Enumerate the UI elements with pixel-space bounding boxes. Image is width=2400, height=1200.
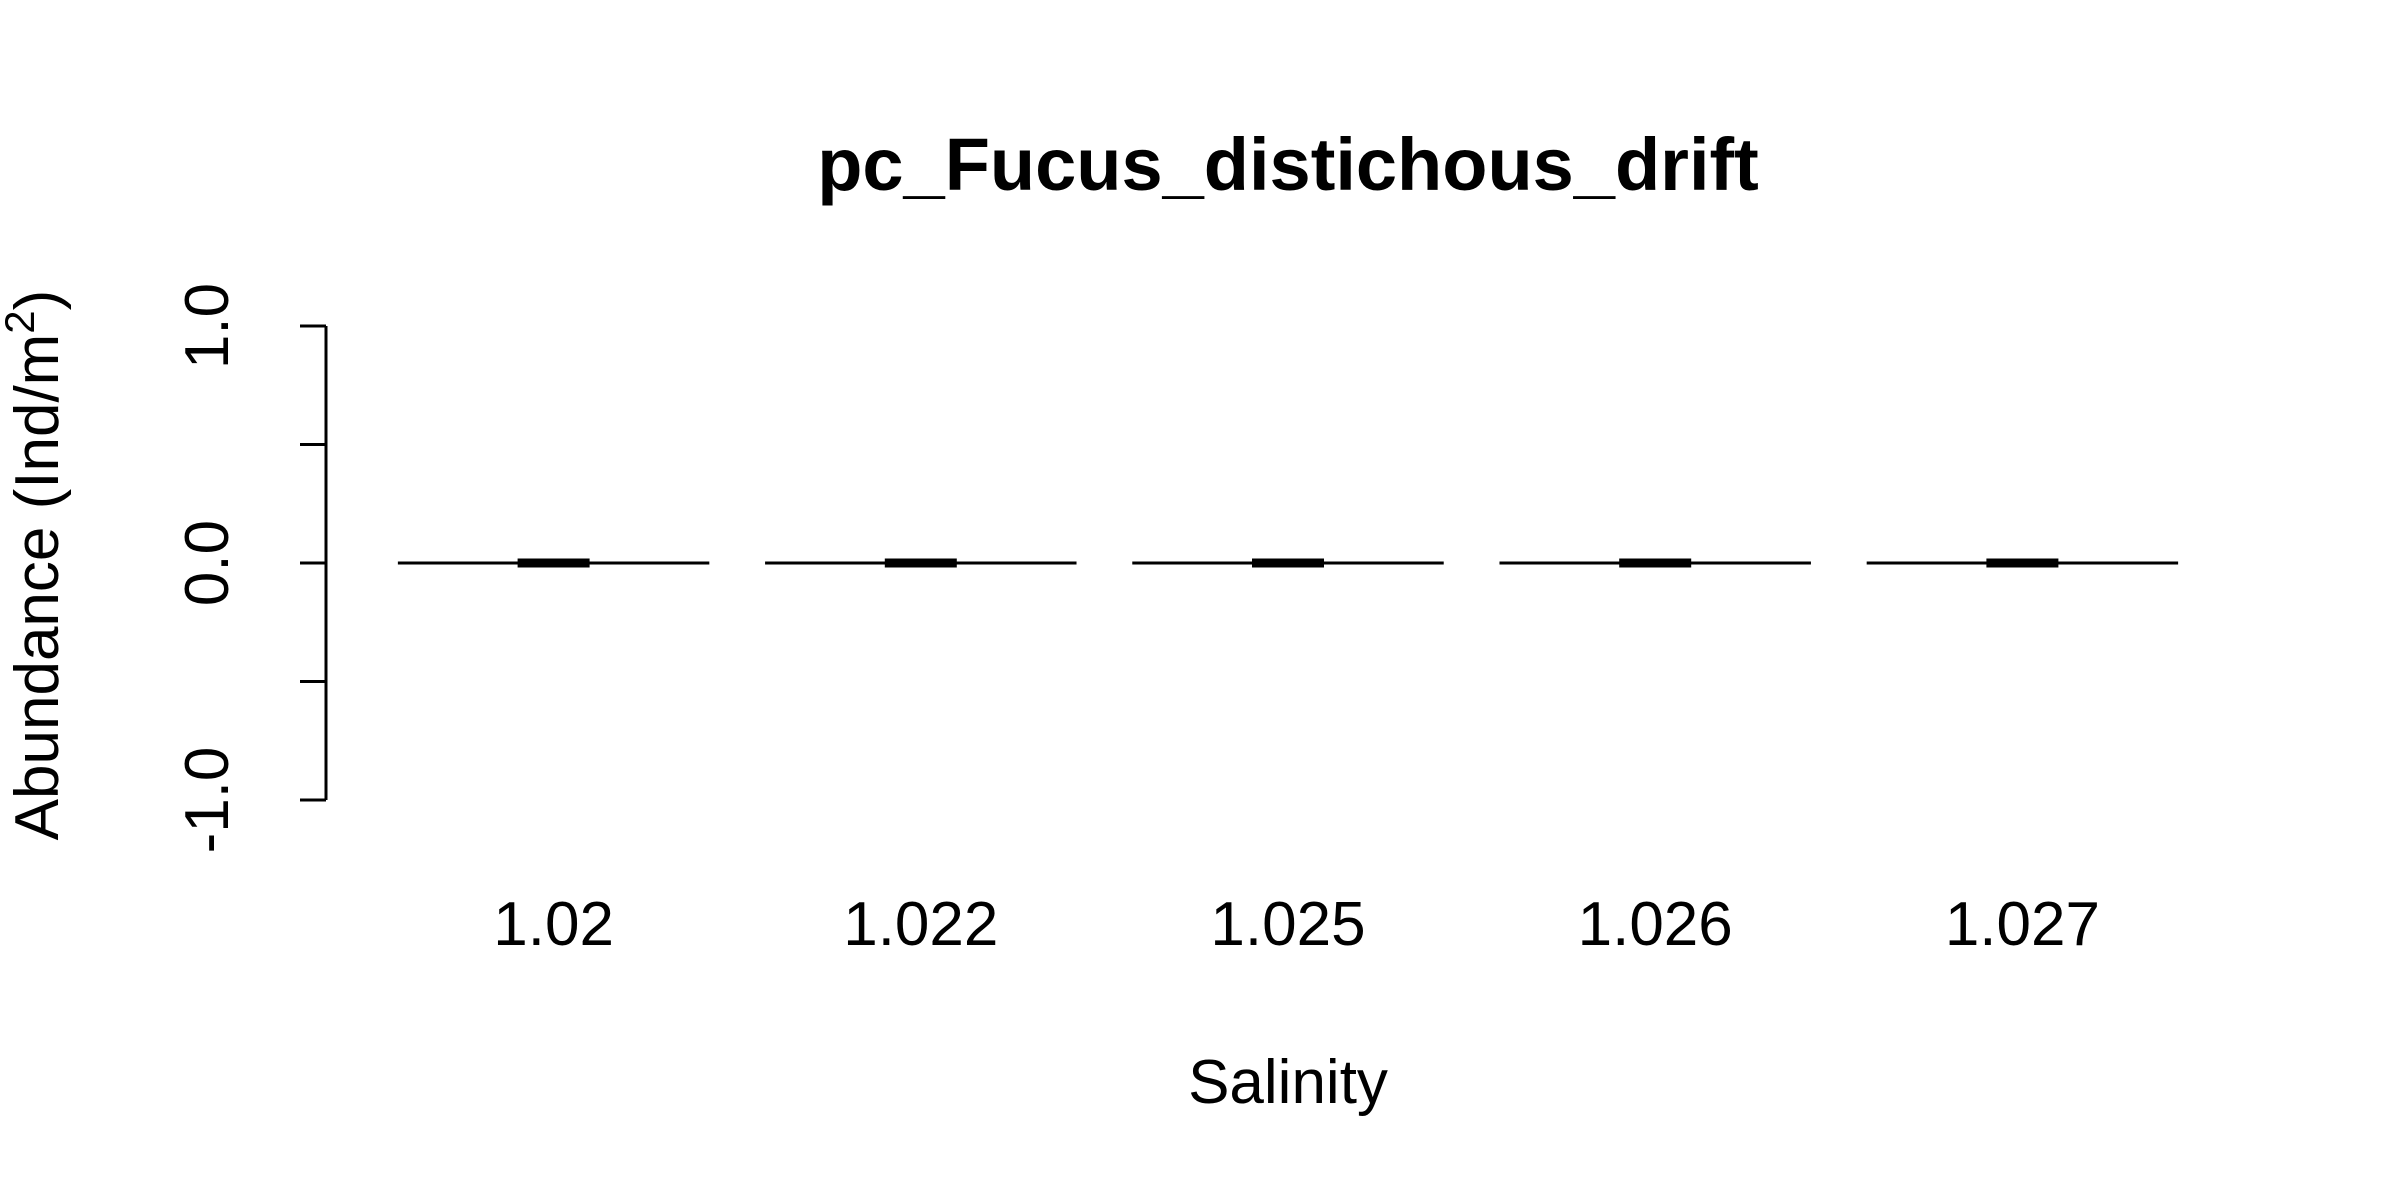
x-tick-label: 1.022 [843,890,998,959]
y-axis-label-superscript: 2 [0,310,43,333]
y-axis-label-text: Abundance (Ind/m [3,334,72,841]
chart-title: pc_Fucus_distichous_drift [817,123,1759,206]
x-tick-label: 1.02 [493,890,614,959]
y-axis-label: Abundance (Ind/m2) [0,290,72,841]
y-tick-label: 1.0 [173,283,242,369]
x-axis-label: Salinity [1188,1048,1388,1117]
x-tick-label: 1.026 [1578,890,1733,959]
x-tick-label: 1.027 [1945,890,2100,959]
y-tick-label: 0.0 [173,520,242,606]
y-axis-label-close: ) [3,290,72,311]
x-tick-label: 1.025 [1210,890,1365,959]
y-tick-label: -1.0 [173,747,242,854]
x-tick-labels: 1.02 1.022 1.025 1.026 1.027 [493,890,2100,959]
y-axis: -1.0 0.0 1.0 [173,283,328,854]
